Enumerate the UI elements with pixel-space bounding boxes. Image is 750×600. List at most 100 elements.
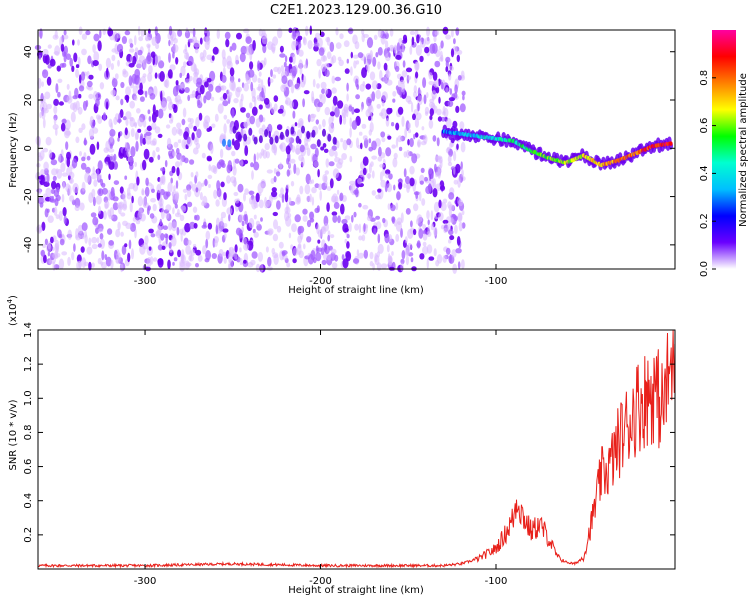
heatmap-cell xyxy=(176,226,180,236)
heatmap-cell xyxy=(53,117,57,125)
heatmap-cell xyxy=(75,64,80,69)
heatmap-cell xyxy=(279,162,283,169)
heatmap-cell xyxy=(222,138,226,147)
heatmap-cell xyxy=(188,55,194,66)
heatmap-cell xyxy=(401,116,405,127)
x-tick-label: -200 xyxy=(309,576,332,587)
colorbar: 0.0 0.2 0.4 0.6 0.8 Normalized spectral ampl… xyxy=(699,30,749,277)
heatmap-cell xyxy=(255,263,261,273)
heatmap-cell xyxy=(413,133,416,140)
heatmap-cell xyxy=(183,131,189,140)
heatmap-cell xyxy=(41,108,46,120)
heatmap-cell xyxy=(331,75,336,84)
heatmap-cell xyxy=(98,63,103,71)
heatmap-cell xyxy=(459,121,465,130)
x-tick-label: -100 xyxy=(485,276,508,287)
heatmap-cell xyxy=(111,54,116,62)
heatmap-cell xyxy=(69,195,75,202)
heatmap-cell xyxy=(272,233,279,242)
heatmap-cell xyxy=(419,253,425,260)
heatmap-cell xyxy=(343,106,348,112)
heatmap-cell xyxy=(57,78,63,84)
heatmap-cell xyxy=(148,116,152,122)
heatmap-cell xyxy=(228,91,233,97)
colorbar-tick-label: 0.4 xyxy=(699,165,710,181)
heatmap-cell xyxy=(146,206,150,216)
heatmap-cell xyxy=(171,191,175,197)
heatmap-cell xyxy=(150,197,157,203)
heatmap-cell xyxy=(46,243,52,253)
heatmap-cell xyxy=(430,223,435,231)
heatmap-cell xyxy=(73,243,76,252)
heatmap-cell xyxy=(158,197,164,207)
heatmap-cell xyxy=(184,87,190,93)
heatmap-cell xyxy=(74,87,79,98)
heatmap-cell xyxy=(149,213,155,219)
heatmap-cell xyxy=(129,43,134,48)
heatmap-cell xyxy=(50,159,58,166)
heatmap-cell xyxy=(164,78,170,89)
heatmap-cell xyxy=(42,48,49,56)
heatmap-cell xyxy=(371,91,376,102)
heatmap-cell xyxy=(349,155,353,163)
heatmap-cell xyxy=(310,113,317,119)
heatmap-cell xyxy=(48,149,53,159)
heatmap-cell xyxy=(223,192,227,201)
heatmap-cell xyxy=(369,50,373,61)
heatmap-cell xyxy=(192,27,196,38)
heatmap-cell xyxy=(271,187,277,193)
heatmap-cell xyxy=(267,76,271,87)
heatmap-cell xyxy=(197,99,201,106)
heatmap-cell xyxy=(353,60,357,69)
heatmap-cell xyxy=(435,86,440,94)
heatmap-cell xyxy=(342,223,349,233)
heatmap-cell xyxy=(120,98,124,106)
heatmap-cell xyxy=(391,251,394,256)
heatmap-cell xyxy=(320,81,327,90)
heatmap-cell xyxy=(292,247,299,256)
heatmap-cell xyxy=(304,184,311,195)
heatmap-cell xyxy=(442,255,447,263)
heatmap-cell xyxy=(39,28,43,39)
heatmap-cell xyxy=(137,89,144,96)
heatmap-cell xyxy=(276,225,282,233)
heatmap-cell xyxy=(55,168,59,174)
heatmap-cell xyxy=(253,161,260,171)
heatmap-cell xyxy=(277,27,283,39)
heatmap-cell xyxy=(60,122,66,132)
heatmap-cell xyxy=(81,33,87,40)
heatmap-cell xyxy=(41,81,44,87)
heatmap-cell xyxy=(57,91,61,98)
heatmap-cell xyxy=(215,85,222,93)
heatmap-cell xyxy=(133,122,138,127)
heatmap-cell xyxy=(365,60,369,71)
heatmap-cell xyxy=(358,131,363,136)
heatmap-cell xyxy=(301,125,305,134)
heatmap-cell xyxy=(204,258,210,263)
snr-multiplier-close: ) xyxy=(8,295,19,299)
x-tick-label: -300 xyxy=(134,276,157,287)
heatmap-cell xyxy=(374,252,378,263)
heatmap-cell xyxy=(341,112,347,119)
heatmap-cell xyxy=(270,69,273,78)
y-tick-label: -20 xyxy=(23,188,34,204)
heatmap-cell xyxy=(340,203,345,215)
heatmap-cell xyxy=(370,161,374,168)
heatmap-cell xyxy=(171,126,178,136)
heatmap-cell xyxy=(306,147,311,157)
heatmap-cell xyxy=(223,123,227,134)
heatmap-cell xyxy=(457,75,462,81)
heatmap-cell xyxy=(194,47,199,54)
heatmap-cell xyxy=(328,148,335,157)
heatmap-cell xyxy=(81,222,88,232)
heatmap-cell xyxy=(143,148,150,160)
heatmap-cell xyxy=(161,174,166,185)
heatmap-cell xyxy=(285,216,292,227)
heatmap-cell xyxy=(116,202,123,209)
heatmap-cell xyxy=(260,217,263,222)
heatmap-cell xyxy=(314,147,319,158)
heatmap-cell xyxy=(117,221,121,231)
heatmap-cell xyxy=(106,67,109,78)
heatmap-cell xyxy=(433,248,437,257)
heatmap-cell xyxy=(299,66,303,75)
